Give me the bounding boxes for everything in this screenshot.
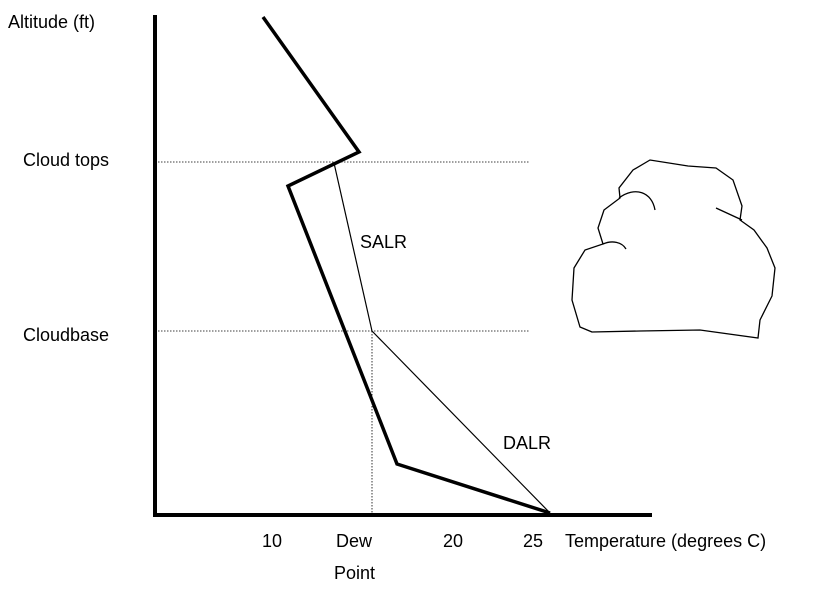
cloud-tops-label: Cloud tops <box>23 150 109 170</box>
x-axis-label: Temperature (degrees C) <box>565 531 766 551</box>
x-tick-label: 25 <box>523 531 543 551</box>
background <box>0 0 838 589</box>
y-axis-label: Altitude (ft) <box>8 12 95 32</box>
dew-label: Dew <box>336 531 373 551</box>
x-tick-label: 20 <box>443 531 463 551</box>
cloudbase-label: Cloudbase <box>23 325 109 345</box>
salr-label: SALR <box>360 232 407 252</box>
point-label: Point <box>334 563 375 583</box>
diagram: Altitude (ft) Cloud tops Cloudbase SALR … <box>0 0 838 589</box>
x-tick-label: 10 <box>262 531 282 551</box>
dalr-label: DALR <box>503 433 551 453</box>
